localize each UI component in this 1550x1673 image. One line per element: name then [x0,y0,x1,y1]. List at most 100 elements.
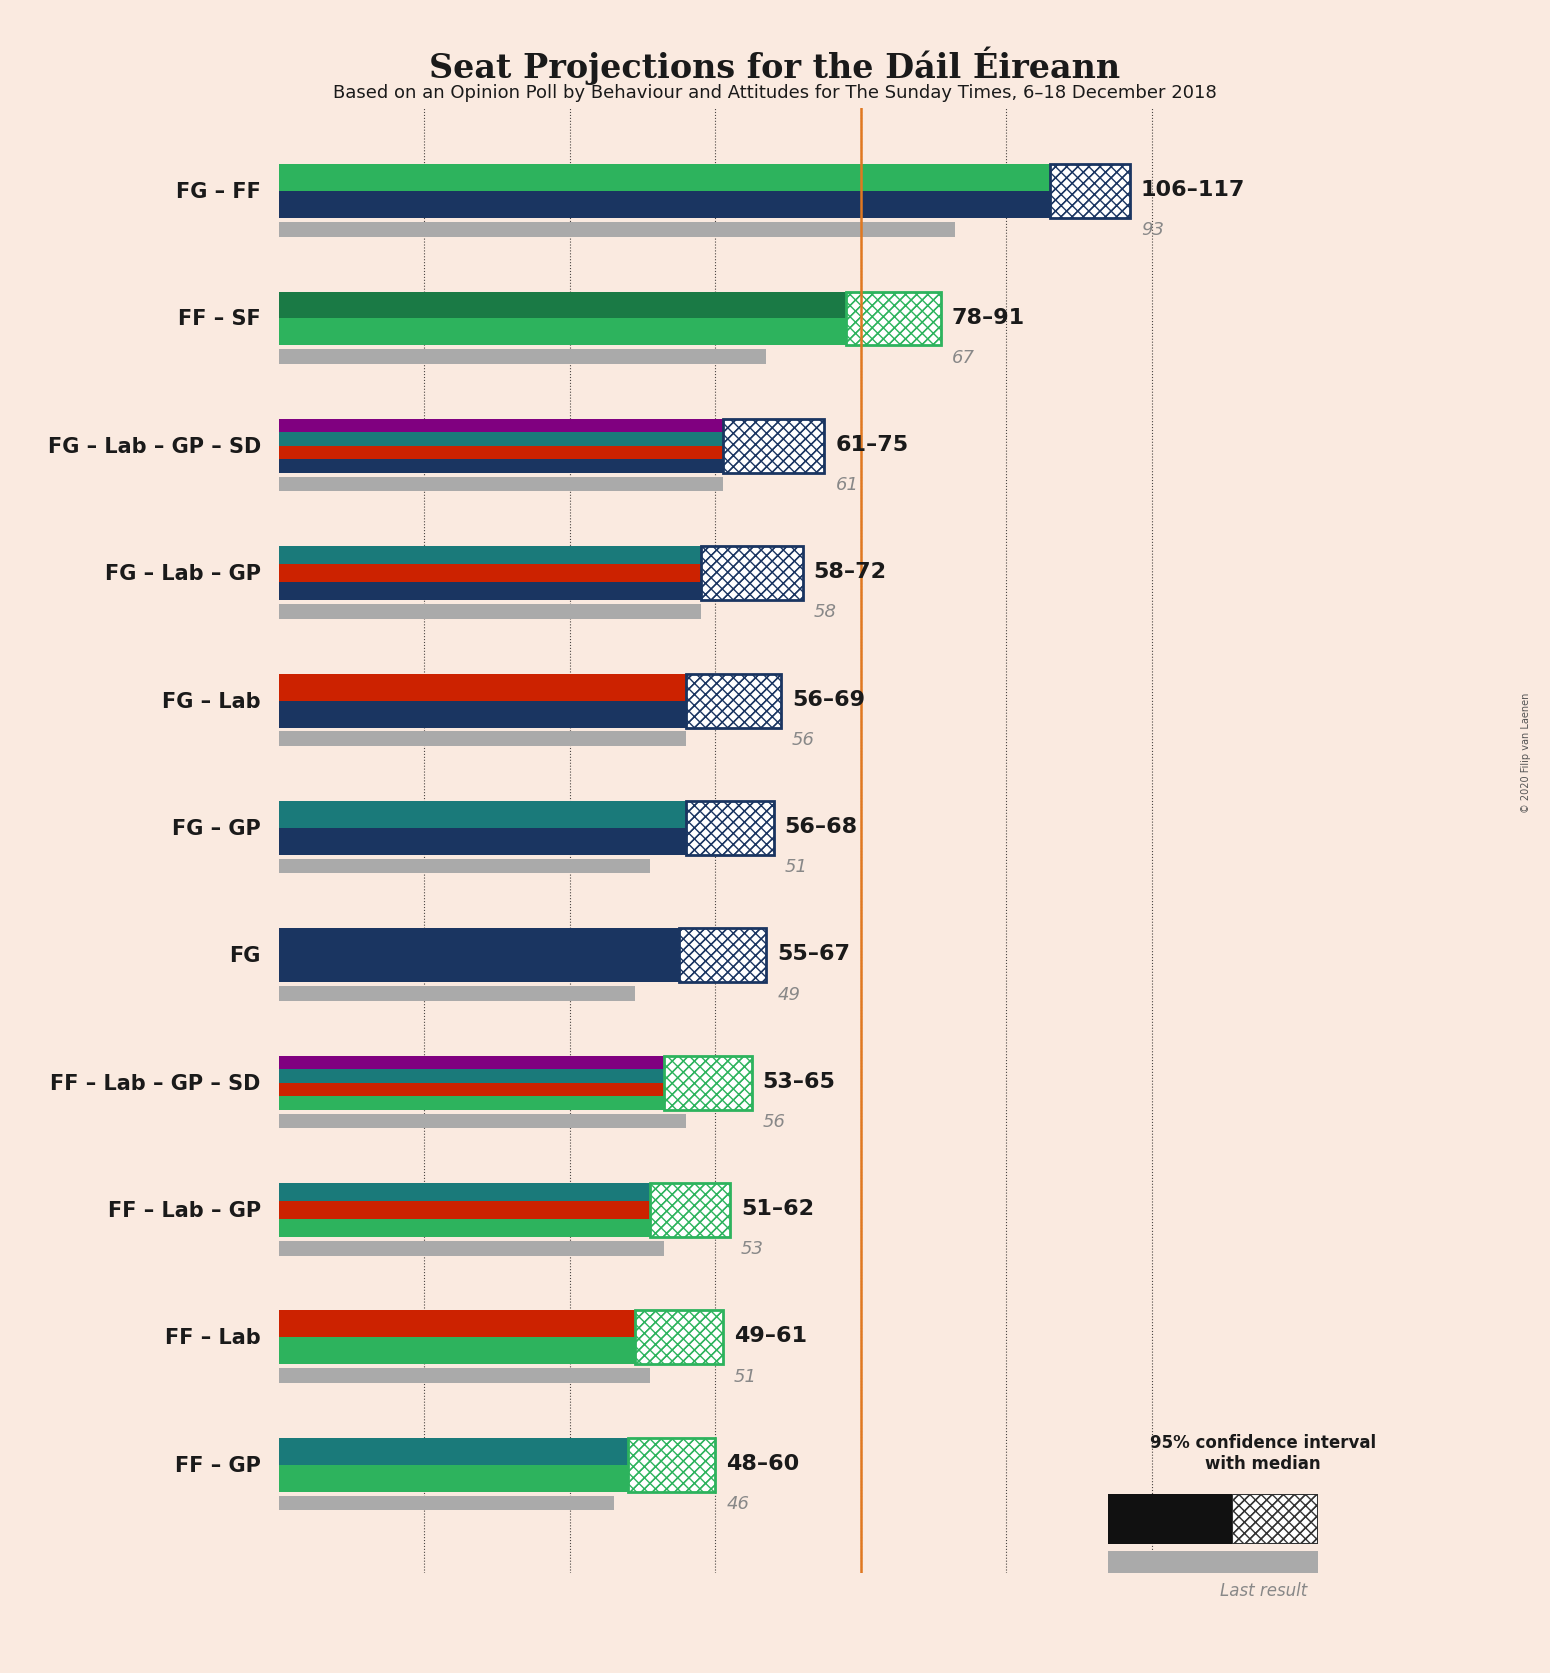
Text: FG – Lab – GP – SD: FG – Lab – GP – SD [48,437,260,457]
Bar [279,1069,752,1082]
Bar [279,320,941,346]
Bar [649,1183,730,1238]
Text: 58–72: 58–72 [814,562,887,582]
Bar [279,420,825,433]
Bar [687,674,781,728]
Bar [722,420,825,473]
Bar [279,1183,730,1201]
Bar [687,674,781,728]
Text: 93: 93 [1141,221,1164,239]
Bar [279,1056,752,1069]
Text: 49: 49 [777,985,800,1002]
Bar [649,1183,730,1238]
Text: 106–117: 106–117 [1141,181,1245,201]
Bar [279,701,781,728]
Bar [279,1310,722,1338]
Bar [279,433,825,447]
Text: 51–62: 51–62 [741,1198,814,1218]
Bar [279,604,701,619]
Bar [279,547,803,565]
Text: FG: FG [229,945,260,965]
Text: 51: 51 [784,858,808,875]
Bar [279,447,825,460]
Bar [636,1310,722,1365]
Bar [701,547,803,601]
Bar [722,420,825,473]
Text: FG – Lab: FG – Lab [163,691,260,711]
Bar [279,1082,752,1096]
Bar [279,192,1130,219]
Bar [701,547,803,601]
Text: 61: 61 [835,475,859,494]
Bar [279,166,1130,192]
Text: FF – GP: FF – GP [175,1456,260,1476]
Text: 67: 67 [952,348,975,366]
Text: 55–67: 55–67 [777,944,851,964]
Bar [279,565,803,582]
Text: 51: 51 [733,1367,756,1385]
Text: FF – Lab – GP: FF – Lab – GP [107,1200,260,1220]
Bar [279,828,773,855]
Bar [701,547,803,601]
Bar [279,860,649,873]
Text: Based on an Opinion Poll by Behaviour and Attitudes for The Sunday Times, 6–18 D: Based on an Opinion Poll by Behaviour an… [333,84,1217,102]
Bar [846,293,941,346]
Bar [279,674,781,701]
Bar [679,929,766,982]
Bar [279,1338,722,1365]
Bar [279,223,955,238]
Text: FF – SF: FF – SF [178,310,260,330]
Text: 56: 56 [763,1113,786,1131]
Bar [665,1056,752,1109]
Bar [279,477,722,492]
Bar [279,733,687,746]
Text: 46: 46 [727,1494,749,1512]
Bar [628,1439,716,1492]
Text: 95% confidence interval
with median: 95% confidence interval with median [1150,1434,1376,1472]
Bar [279,1096,752,1109]
Text: 49–61: 49–61 [733,1325,806,1345]
Bar [665,1056,752,1109]
Bar [649,1183,730,1238]
Bar [628,1439,716,1492]
Bar [846,293,941,346]
Bar [1049,166,1130,219]
Bar [846,293,941,346]
Bar [279,1369,649,1384]
Text: FF – Lab – GP – SD: FF – Lab – GP – SD [51,1072,260,1092]
Bar [279,801,773,828]
Bar [1049,166,1130,219]
Text: FG – FF: FG – FF [177,182,260,202]
Bar [279,1466,716,1492]
Text: 48–60: 48–60 [727,1452,800,1472]
Bar [636,1310,722,1365]
Bar [279,350,766,365]
Bar [628,1439,716,1492]
Bar [687,801,773,855]
Bar [679,929,766,982]
Text: 53–65: 53–65 [763,1071,835,1091]
Bar [1049,166,1130,219]
Bar [279,582,803,601]
Text: 58: 58 [814,602,837,621]
Text: 53: 53 [741,1240,764,1258]
Bar [679,929,766,982]
Text: Seat Projections for the Dáil Éireann: Seat Projections for the Dáil Éireann [429,47,1121,85]
Text: FF – Lab: FF – Lab [164,1328,260,1348]
Bar [279,1220,730,1238]
Text: 56: 56 [792,731,815,748]
Text: 56–69: 56–69 [792,689,865,709]
Text: FG – GP: FG – GP [172,818,260,838]
Bar [687,801,773,855]
Bar [279,987,636,1000]
Bar [279,1439,716,1466]
Bar [279,1201,730,1220]
Bar [636,1310,722,1365]
Text: 61–75: 61–75 [835,435,908,455]
Bar [687,801,773,855]
Bar [279,1496,614,1511]
Text: FG – Lab – GP: FG – Lab – GP [105,564,260,584]
Text: 56–68: 56–68 [784,816,857,836]
Text: © 2020 Filip van Laenen: © 2020 Filip van Laenen [1522,693,1531,813]
Bar [279,293,941,320]
